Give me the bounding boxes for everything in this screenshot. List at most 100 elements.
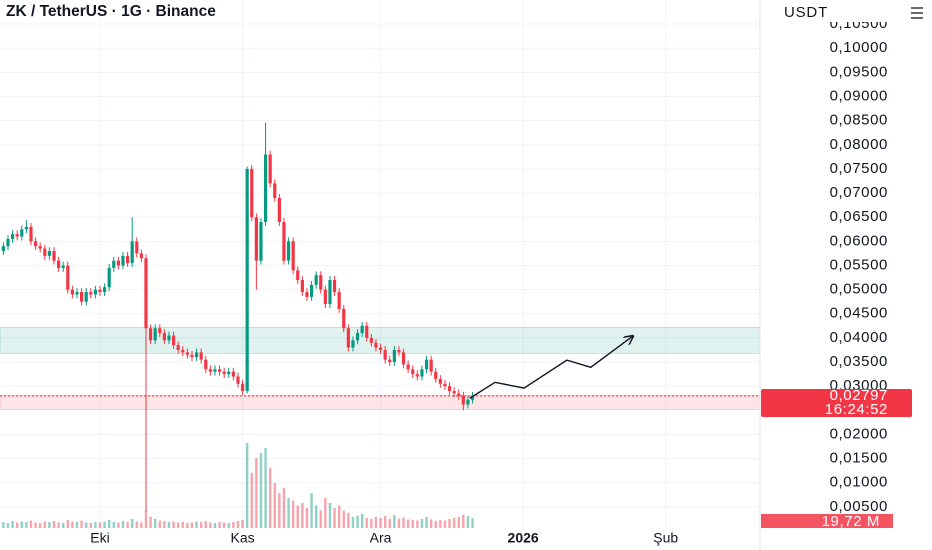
candle-body (176, 345, 180, 350)
volume-bar (144, 510, 148, 528)
volume-bar (439, 520, 442, 528)
candle-body (388, 359, 392, 363)
candle-body (194, 352, 199, 358)
candle-body (84, 292, 88, 302)
volume-bar (89, 523, 92, 528)
x-tick-label: Eki (90, 530, 109, 546)
volume-bar (328, 503, 332, 528)
candle-body (355, 333, 360, 341)
volume-bar (204, 521, 207, 528)
volume-bar (402, 517, 405, 528)
axis-header-bg (761, 0, 932, 22)
y-tick-label: 0,04000 (830, 329, 888, 346)
y-tick-label: 0,07500 (830, 160, 888, 177)
last-price-label: 0,02797 (830, 387, 888, 404)
volume-bar (273, 483, 276, 528)
volume-bar (287, 498, 290, 528)
candle-body (213, 369, 217, 372)
volume-bar (420, 519, 424, 528)
candle-body (116, 260, 120, 266)
candle-body (277, 197, 281, 223)
candle-body (222, 371, 226, 375)
candle-body (282, 222, 286, 261)
candle-body (112, 260, 116, 268)
volume-bar (471, 518, 474, 528)
candle-body (43, 248, 47, 256)
candle-body (20, 229, 24, 237)
volume-bar (319, 510, 322, 528)
volume-bar (333, 508, 336, 528)
candle-body (250, 168, 254, 218)
y-tick-label: 0,00500 (830, 498, 888, 515)
volume-bar (255, 458, 258, 528)
volume-bar (153, 519, 157, 528)
volume-bar (337, 505, 341, 528)
volume-bar (112, 522, 115, 528)
candle-body (181, 349, 185, 353)
volume-bar (163, 521, 166, 528)
volume-bar (278, 493, 281, 528)
volume-bar (80, 520, 83, 528)
candle-body (259, 222, 263, 261)
candle-body (33, 241, 38, 247)
candle-body (374, 342, 378, 348)
y-tick-label: 0,08000 (830, 136, 888, 153)
candle-body (167, 335, 171, 341)
volume-bar (172, 521, 175, 528)
y-axis-label: USDT (784, 4, 828, 21)
candle-body (144, 258, 148, 329)
y-tick-label: 0,06000 (830, 232, 888, 249)
volume-bar (75, 522, 79, 528)
volume-bar (107, 520, 111, 528)
volume-bar (379, 518, 382, 528)
volume-bar (466, 516, 470, 528)
volume-bar (388, 519, 391, 528)
volume-bar (25, 522, 28, 528)
candle-body (38, 246, 42, 249)
candle-body (411, 369, 415, 375)
volume-bar (351, 517, 355, 528)
volume-bar (57, 522, 60, 528)
volume-bar (52, 521, 56, 528)
candle-body (190, 354, 194, 358)
candle-body (47, 251, 51, 256)
volume-bar (176, 522, 180, 528)
volume-bar (213, 523, 217, 528)
volume-bar (16, 522, 19, 528)
candle-body (443, 383, 447, 387)
volume-bar (61, 523, 65, 528)
volume-bar (126, 522, 129, 528)
candle-body (401, 352, 406, 365)
candle-body (397, 349, 401, 353)
candle-body (263, 154, 268, 223)
volume-bar (149, 517, 152, 528)
volume-bar (222, 522, 226, 528)
candle-body (365, 325, 369, 338)
candle-body (392, 349, 396, 363)
volume-bar (259, 453, 263, 528)
settings-icon[interactable] (911, 7, 923, 19)
y-tick-label: 0,01500 (830, 450, 888, 467)
volume-bar (209, 522, 212, 528)
volume-bar (268, 468, 272, 528)
volume-bar (218, 522, 221, 528)
volume-bar (296, 505, 299, 528)
candle-body (70, 289, 74, 295)
candle-body (231, 371, 235, 377)
candle-body (93, 289, 97, 295)
volume-bar (452, 518, 456, 528)
candle-body (268, 154, 272, 184)
volume-bar (227, 523, 230, 528)
candle-body (204, 359, 208, 370)
candle-body (236, 376, 240, 384)
x-tick-label: 2026 (508, 530, 539, 546)
x-tick-label: Şub (653, 530, 678, 546)
volume-bar (167, 522, 171, 528)
volume-bar (434, 521, 437, 528)
candle-body (438, 378, 442, 384)
y-tick-label: 0,02000 (830, 425, 888, 442)
candle-body (130, 241, 134, 264)
candle-body (1, 246, 6, 252)
candle-body (254, 217, 258, 261)
